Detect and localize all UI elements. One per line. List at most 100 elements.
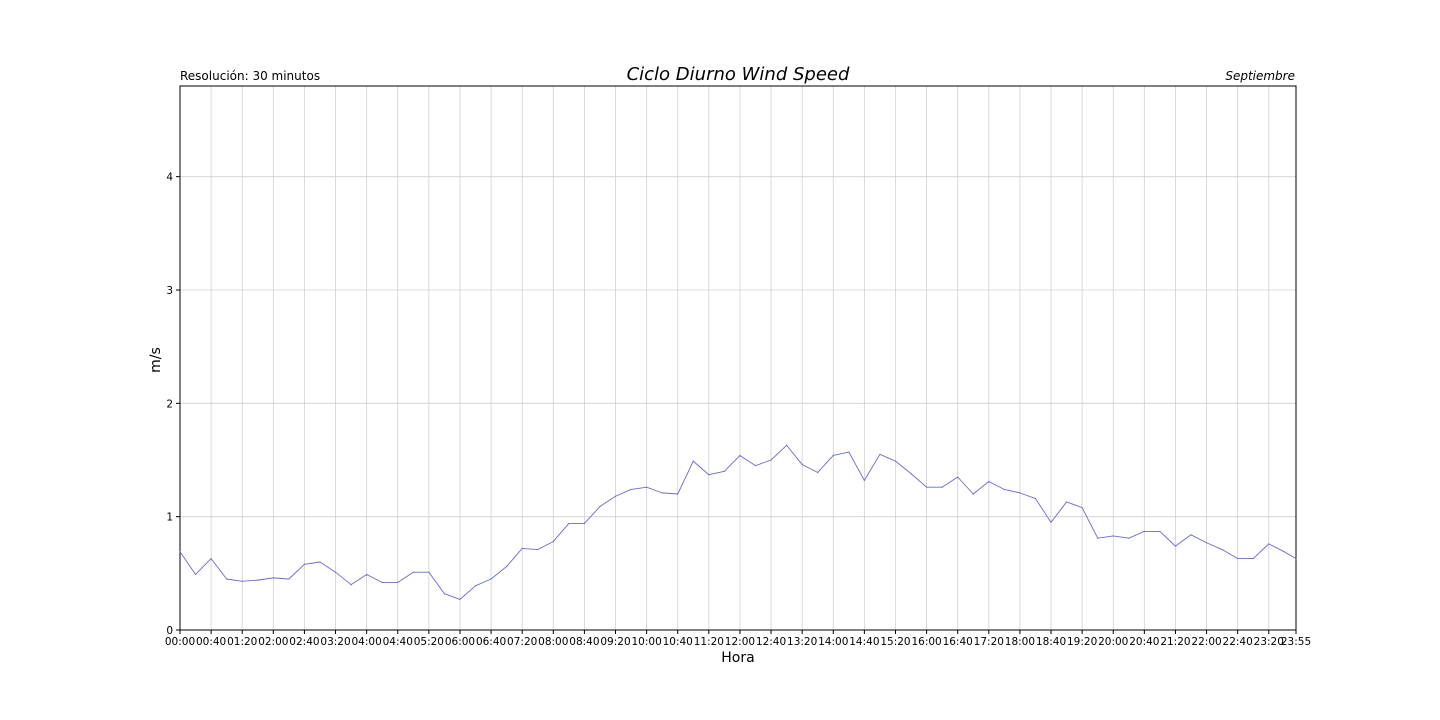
- data-point: [910, 473, 912, 475]
- data-point: [614, 495, 617, 497]
- data-point: [708, 474, 710, 476]
- data-point: [428, 571, 430, 573]
- x-tick-label: 02:40: [289, 636, 319, 648]
- x-tick-label: 22:00: [1191, 636, 1221, 648]
- series-layer: [179, 444, 1297, 601]
- x-tick-label: 07:20: [507, 636, 537, 648]
- data-point: [801, 463, 803, 466]
- data-point: [443, 593, 446, 595]
- data-point: [303, 563, 306, 565]
- y-tick-label: 3: [166, 285, 173, 297]
- y-tick-label: 0: [166, 625, 173, 637]
- data-point: [677, 493, 679, 495]
- data-point: [1128, 537, 1130, 539]
- data-point: [583, 522, 586, 525]
- y-axis-ticks: 0 1 2 3 4: [166, 172, 180, 637]
- x-tick-label: 13:20: [787, 636, 817, 648]
- x-tick-label: 23:20: [1254, 636, 1284, 648]
- data-point: [459, 598, 461, 601]
- data-point: [179, 551, 181, 553]
- x-tick-label: 05:20: [414, 636, 444, 648]
- x-tick-label: 10:00: [631, 636, 661, 648]
- data-point: [1050, 521, 1052, 523]
- data-point: [894, 460, 897, 462]
- x-tick-label: 18:40: [1036, 636, 1066, 648]
- x-tick-label: 12:40: [756, 636, 786, 648]
- x-tick-label: 08:00: [538, 636, 568, 648]
- data-point: [832, 454, 834, 457]
- chart-subtitle-month: Septiembre: [1225, 69, 1295, 83]
- x-tick-label: 14:00: [818, 636, 848, 648]
- grid-lines: [180, 86, 1296, 630]
- data-point: [241, 580, 243, 582]
- data-point: [506, 565, 508, 568]
- data-point: [257, 579, 259, 581]
- x-tick-label: 19:20: [1067, 636, 1097, 648]
- data-point: [1237, 558, 1239, 560]
- data-point: [879, 453, 881, 455]
- data-point: [739, 454, 741, 457]
- data-point: [1065, 501, 1068, 503]
- data-point: [397, 581, 399, 584]
- x-tick-label: 02:00: [258, 636, 288, 648]
- series-line: [179, 444, 1297, 600]
- data-point: [490, 578, 492, 580]
- data-point: [334, 571, 337, 573]
- y-tick-label: 2: [166, 398, 173, 410]
- x-tick-label: 08:40: [569, 636, 599, 648]
- data-point: [1268, 543, 1270, 545]
- x-tick-label: 04:00: [352, 636, 382, 648]
- x-tick-label: 06:40: [476, 636, 506, 648]
- y-axis-title: m/s: [148, 347, 164, 373]
- x-tick-label: 06:00: [445, 636, 475, 648]
- data-point: [1174, 545, 1177, 547]
- data-point: [630, 488, 632, 491]
- data-point: [1190, 534, 1192, 536]
- data-point: [661, 492, 663, 494]
- data-point: [1034, 497, 1037, 500]
- x-tick-label: 21:20: [1160, 636, 1190, 648]
- data-point: [848, 451, 850, 453]
- data-point: [972, 493, 974, 495]
- data-point: [1295, 558, 1297, 560]
- x-tick-label: 04:40: [383, 636, 413, 648]
- data-point: [817, 471, 819, 474]
- y-tick-label: 1: [166, 512, 173, 524]
- x-tick-label: 09:20: [600, 636, 630, 648]
- x-tick-label: 23:55: [1281, 636, 1311, 648]
- data-point: [646, 486, 648, 488]
- x-tick-label: 12:00: [725, 636, 755, 648]
- x-axis-title: Hora: [721, 650, 754, 666]
- data-point: [1252, 558, 1254, 560]
- data-point: [957, 476, 959, 478]
- x-tick-label: 20:40: [1129, 636, 1159, 648]
- data-point: [770, 459, 772, 461]
- x-tick-label: 10:40: [663, 636, 693, 648]
- data-point: [786, 444, 788, 446]
- data-point: [1097, 537, 1099, 539]
- x-tick-label: 17:20: [974, 636, 1004, 648]
- data-point: [1283, 551, 1285, 553]
- data-point: [412, 571, 414, 573]
- data-point: [319, 561, 321, 563]
- data-point: [350, 584, 352, 586]
- x-tick-label: 00:00: [165, 636, 195, 648]
- data-point: [366, 573, 368, 576]
- data-point: [474, 585, 477, 587]
- data-point: [1205, 542, 1208, 544]
- data-point: [941, 486, 943, 488]
- data-point: [381, 581, 383, 584]
- y-tick-label: 4: [166, 172, 173, 184]
- data-point: [210, 558, 212, 560]
- x-tick-label: 16:00: [911, 636, 941, 648]
- data-point: [272, 577, 274, 579]
- data-point: [1159, 530, 1161, 533]
- data-point: [599, 505, 601, 508]
- data-point: [863, 479, 865, 481]
- data-point: [988, 480, 990, 483]
- data-point: [925, 486, 928, 488]
- data-point: [723, 470, 725, 472]
- data-point: [754, 465, 757, 467]
- data-point: [1081, 507, 1083, 509]
